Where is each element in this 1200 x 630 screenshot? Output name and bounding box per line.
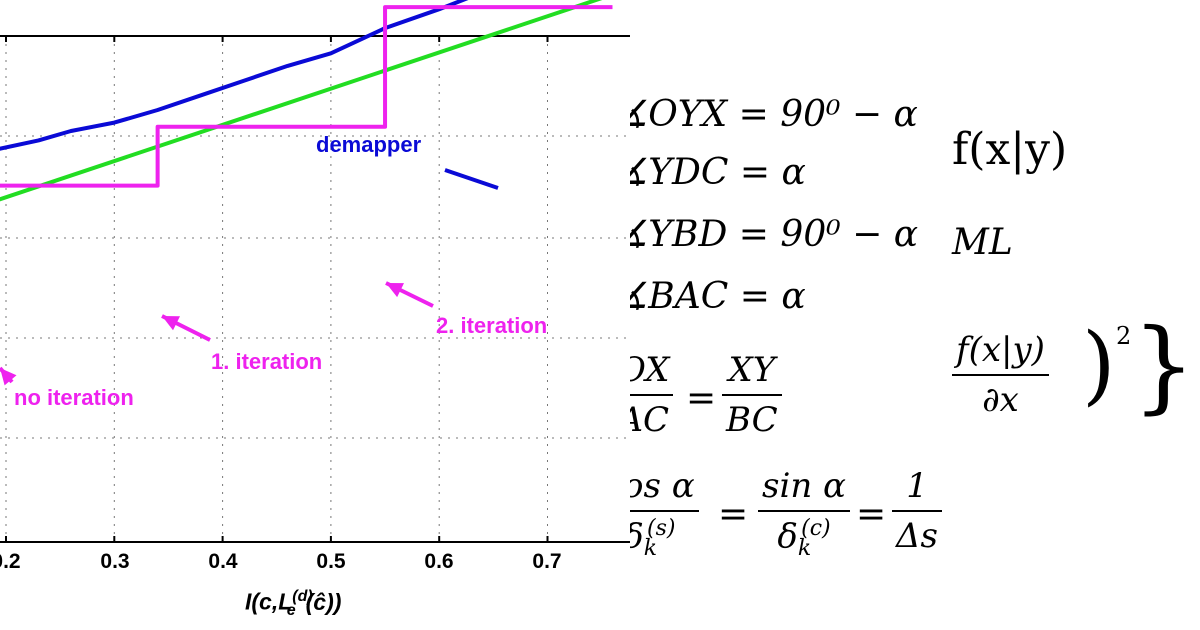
- x-tick-label: 0.7: [532, 550, 562, 573]
- equals-sign: =: [856, 494, 887, 535]
- annotation-no-iteration: no iteration: [14, 385, 134, 410]
- formula-angle-ybd: ∡YBD = 90⁰ − α: [630, 214, 919, 255]
- fraction-one-delta-s: 1 Δs: [892, 466, 943, 556]
- x-tick-label: 0.5: [316, 550, 346, 573]
- formula-angle-bac: ∡BAC = α: [630, 276, 806, 317]
- chart-plot: [0, 0, 640, 543]
- arrow-iteration-1-head: [162, 316, 180, 331]
- x-tick-label: 0.3: [100, 550, 130, 573]
- x-tick-label: 0.6: [424, 550, 454, 573]
- series-green-line: [0, 0, 603, 202]
- annotation-iteration-2: 2. iteration: [436, 313, 548, 338]
- x-tick-label: 0.4: [208, 550, 238, 573]
- formula-angle-ydc: ∡YDC = α: [630, 152, 806, 193]
- formula-f-x-given-y: f(x|y): [952, 124, 1068, 175]
- equals-sign: =: [686, 378, 717, 419]
- fraction-xy-bc: XY BC: [722, 350, 782, 440]
- fraction-fxy-dx: f(x|y) ∂x: [952, 330, 1049, 420]
- x-axis-label: I(c,L(d)e (ĉ)): [245, 588, 342, 620]
- formula-ml: ML: [952, 222, 1013, 263]
- closing-brace: }: [1132, 307, 1196, 424]
- annotation-demapper: demapper: [316, 132, 422, 157]
- closing-paren: ): [1082, 315, 1116, 415]
- exponent: 2: [1116, 322, 1132, 350]
- equals-sign: =: [718, 494, 749, 535]
- annotation-iteration-1: 1. iteration: [211, 349, 323, 374]
- fraction-ox-ac: OXAC: [630, 350, 674, 440]
- fraction-sin-delta: sin α δk(c): [758, 466, 850, 561]
- fraction-cos-delta: cos αδk(s): [630, 466, 699, 561]
- series-demapper-line: [0, 0, 469, 151]
- chart-panel: 0.2 0.3 0.4 0.5 0.6 0.7 I(c,L(d)e(ĉ)) de…: [0, 0, 640, 620]
- formula-panel: ∡OYX = 90⁰ − α ∡YDC = α ∡YBD = 90⁰ − α ∡…: [630, 0, 1200, 630]
- arrow-no-iteration-head: [0, 368, 17, 386]
- arrow-demapper: [444, 168, 499, 190]
- formula-angle-oyx: ∡OYX = 90⁰ − α: [630, 94, 918, 135]
- series-iteration-staircase: [0, 5, 613, 188]
- x-tick-label: 0.2: [0, 550, 21, 573]
- arrow-iteration-2-head: [386, 283, 404, 298]
